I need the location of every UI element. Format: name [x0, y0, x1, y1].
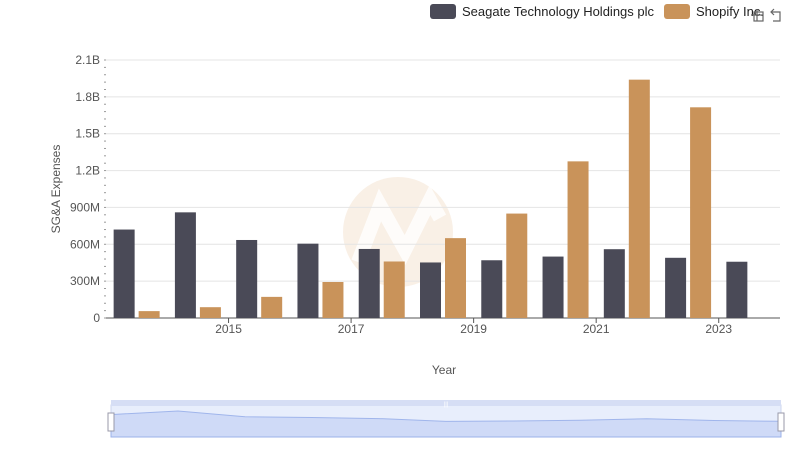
legend-label-shopify: Shopify Inc.: [696, 4, 764, 19]
bar-seagate-2020: [481, 260, 503, 318]
bar-seagate-2016: [236, 239, 258, 318]
y-tick-label: 0: [93, 311, 100, 325]
x-tick-label: 2023: [705, 322, 732, 336]
legend-item-shopify[interactable]: Shopify Inc.: [664, 4, 764, 19]
datazoom-top-bar: [111, 400, 781, 406]
bar-shopify-2015: [199, 307, 221, 318]
y-tick-label: 1.2B: [75, 164, 100, 178]
y-tick-label: 600M: [70, 237, 100, 251]
bar-shopify-2023: [690, 107, 712, 318]
x-tick-label: 2015: [215, 322, 242, 336]
x-tick-label: 2017: [338, 322, 365, 336]
legend-item-seagate[interactable]: Seagate Technology Holdings plc: [430, 4, 654, 19]
x-tick-label: 2019: [460, 322, 487, 336]
bar-seagate-2023: [665, 257, 687, 318]
bar-shopify-2020: [506, 213, 528, 318]
bar-shopify-2022: [628, 79, 650, 319]
y-axis-title: SG&A Expenses: [49, 145, 63, 234]
bar-seagate-2022: [603, 249, 625, 318]
bar-seagate-2021: [542, 256, 564, 318]
bar-seagate-2024: [726, 261, 748, 318]
bar-shopify-2019: [445, 238, 466, 318]
bar-seagate-2017: [297, 243, 319, 318]
y-tick-label: 2.1B: [75, 53, 100, 67]
bar-seagate-2019: [420, 262, 441, 318]
bar-shopify-2021: [567, 161, 589, 318]
datazoom-handle-left[interactable]: [107, 412, 115, 432]
legend: Seagate Technology Holdings plc Shopify …: [430, 4, 774, 19]
y-tick-label: 1.8B: [75, 90, 100, 104]
bar-shopify-2018: [383, 261, 405, 318]
datazoom-preview: [110, 410, 782, 438]
zoom-select-icon[interactable]: [748, 6, 766, 24]
x-tick-label: 2021: [583, 322, 610, 336]
bar-seagate-2015: [174, 212, 196, 318]
legend-swatch-shopify: [664, 4, 691, 19]
bar-shopify-2017: [322, 282, 344, 318]
bar-shopify-2014: [138, 311, 160, 318]
bar-seagate-2018: [358, 248, 380, 318]
bar-seagate-2014: [113, 229, 135, 318]
zoom-reset-icon[interactable]: [768, 6, 786, 24]
chart-toolbar: [746, 6, 786, 24]
y-tick-label: 1.5B: [75, 127, 100, 141]
watermark-mark: [351, 184, 447, 266]
legend-swatch-seagate: [430, 4, 456, 19]
y-tick-label: 900M: [70, 200, 100, 214]
datazoom-drag-handle: |||: [444, 402, 449, 408]
x-axis-title: Year: [432, 363, 456, 377]
datazoom-handle-right[interactable]: [777, 412, 785, 432]
y-tick-label: 300M: [70, 274, 100, 288]
bar-shopify-2016: [261, 296, 283, 318]
legend-label-seagate: Seagate Technology Holdings plc: [462, 4, 655, 19]
